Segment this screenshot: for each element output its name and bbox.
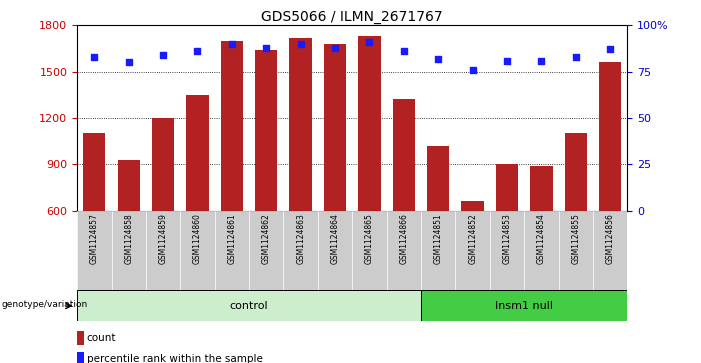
- Bar: [599, 62, 621, 211]
- Bar: [358, 36, 381, 211]
- Text: GSM1124854: GSM1124854: [537, 213, 546, 264]
- Point: [158, 52, 169, 58]
- Title: GDS5066 / ILMN_2671767: GDS5066 / ILMN_2671767: [261, 11, 443, 24]
- Bar: [564, 133, 587, 211]
- Point: [192, 48, 203, 54]
- Text: GSM1124861: GSM1124861: [227, 213, 236, 264]
- Bar: [215, 211, 249, 290]
- Bar: [421, 290, 627, 321]
- Point: [329, 45, 341, 50]
- Bar: [180, 211, 215, 290]
- Bar: [146, 211, 180, 290]
- Bar: [283, 211, 318, 290]
- Bar: [318, 211, 353, 290]
- Text: GSM1124857: GSM1124857: [90, 213, 99, 264]
- Bar: [461, 201, 484, 211]
- Bar: [559, 211, 593, 290]
- Bar: [290, 38, 312, 211]
- Bar: [593, 211, 627, 290]
- Text: GSM1124864: GSM1124864: [331, 213, 339, 264]
- Bar: [324, 44, 346, 211]
- Bar: [77, 290, 421, 321]
- Bar: [456, 211, 490, 290]
- Point: [433, 56, 444, 62]
- Text: genotype/variation: genotype/variation: [1, 300, 88, 309]
- Point: [604, 46, 615, 52]
- Point: [570, 54, 581, 60]
- Text: GSM1124856: GSM1124856: [606, 213, 615, 264]
- Text: count: count: [87, 333, 116, 343]
- Point: [398, 48, 409, 54]
- Point: [501, 58, 512, 64]
- Bar: [524, 211, 559, 290]
- Bar: [77, 211, 111, 290]
- Bar: [530, 166, 552, 211]
- Bar: [255, 50, 278, 211]
- Bar: [421, 211, 456, 290]
- Text: GSM1124851: GSM1124851: [434, 213, 443, 264]
- Bar: [83, 133, 105, 211]
- Text: GSM1124866: GSM1124866: [400, 213, 409, 264]
- Point: [89, 54, 100, 60]
- Text: GSM1124863: GSM1124863: [296, 213, 305, 264]
- Text: GSM1124865: GSM1124865: [365, 213, 374, 264]
- Bar: [186, 95, 209, 211]
- Bar: [387, 211, 421, 290]
- Text: GSM1124860: GSM1124860: [193, 213, 202, 264]
- Text: GSM1124855: GSM1124855: [571, 213, 580, 264]
- Bar: [221, 41, 243, 211]
- Text: GSM1124859: GSM1124859: [158, 213, 168, 264]
- Point: [226, 41, 238, 47]
- Point: [467, 67, 478, 73]
- Text: percentile rank within the sample: percentile rank within the sample: [87, 354, 263, 363]
- Bar: [353, 211, 387, 290]
- Bar: [118, 160, 140, 211]
- Bar: [77, 352, 84, 363]
- Bar: [393, 99, 415, 211]
- Text: GSM1124852: GSM1124852: [468, 213, 477, 264]
- Bar: [152, 118, 175, 211]
- Point: [364, 39, 375, 45]
- Point: [261, 45, 272, 50]
- Text: GSM1124858: GSM1124858: [124, 213, 133, 264]
- Bar: [249, 211, 283, 290]
- Text: control: control: [230, 301, 268, 311]
- Bar: [111, 211, 146, 290]
- Bar: [490, 211, 524, 290]
- Point: [123, 60, 135, 65]
- Bar: [427, 146, 449, 211]
- Bar: [496, 164, 518, 211]
- Text: Insm1 null: Insm1 null: [495, 301, 553, 311]
- Bar: [77, 331, 84, 345]
- Text: GSM1124853: GSM1124853: [503, 213, 512, 264]
- Point: [295, 41, 306, 47]
- Text: GSM1124862: GSM1124862: [261, 213, 271, 264]
- Point: [536, 58, 547, 64]
